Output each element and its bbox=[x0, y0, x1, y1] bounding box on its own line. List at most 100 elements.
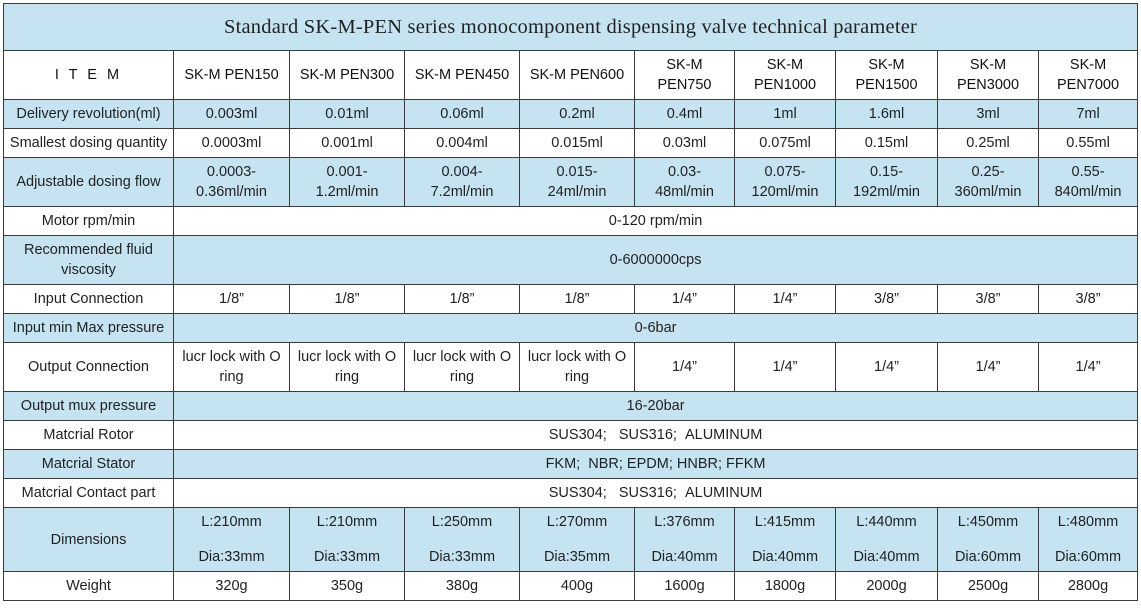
cell-text-line: SUS304; SUS316; ALUMINUM bbox=[548, 485, 763, 501]
cell-text-line: 380g bbox=[445, 578, 479, 594]
value-cell: 1/4” bbox=[734, 342, 836, 392]
line-gap bbox=[940, 532, 1036, 547]
value-cell: 0.2ml bbox=[519, 99, 635, 129]
cell-text-line: L:450mm bbox=[957, 514, 1019, 530]
cell-text-line: Dia:33mm bbox=[428, 549, 496, 565]
value-cell: 0.25ml bbox=[937, 128, 1039, 158]
row-label: Input min Max pressure bbox=[3, 313, 174, 343]
cell-text-line: 3/8” bbox=[874, 291, 899, 307]
table-row: Recommended fluid viscosity 0-6000000cps bbox=[3, 235, 1139, 285]
cell-text-line: 0.001- bbox=[326, 164, 368, 180]
value-cell: 0.075ml bbox=[734, 128, 836, 158]
cell-text-line: 0.36ml/min bbox=[196, 184, 267, 200]
cell-text-line: SK-M bbox=[969, 57, 1007, 73]
value-cell: L:250mm Dia:33mm bbox=[404, 507, 520, 572]
value-cell: 1/8” bbox=[173, 284, 290, 314]
cell-text-line: lucr lock with O bbox=[182, 349, 281, 365]
cell-text-line: 0.004ml bbox=[436, 135, 488, 151]
cell-text-line: 1.6ml bbox=[868, 106, 905, 122]
spanning-value-cell: 16-20bar bbox=[172, 391, 1139, 421]
cell-text-line: 2800g bbox=[1067, 578, 1109, 594]
cell-text-line: 1/4” bbox=[772, 291, 798, 307]
row-label: Weight bbox=[3, 571, 174, 601]
table-row: Matcrial Rotor SUS304; SUS316; ALUMINUM bbox=[3, 420, 1139, 450]
table-row: Smallest dosing quantity 0.0003ml 0.001ml 0… bbox=[3, 128, 1139, 158]
cell-text-line: 1ml bbox=[773, 106, 797, 122]
value-cell: lucr lock with O ring bbox=[173, 342, 290, 392]
cell-text-line: 1800g bbox=[764, 578, 806, 594]
cell-text-line: 320g bbox=[215, 578, 248, 594]
value-cell: 1/4” bbox=[937, 342, 1039, 392]
cell-text-line: 0.15ml bbox=[864, 135, 909, 151]
cell-text-line: 3/8” bbox=[1075, 291, 1101, 307]
value-cell: 0.0003ml bbox=[173, 128, 290, 158]
cell-text-line: 1/8” bbox=[219, 291, 244, 307]
cell-text-line: L:480mm bbox=[1057, 514, 1119, 530]
value-cell: L:480mm Dia:60mm bbox=[1037, 507, 1139, 572]
value-cell: 1600g bbox=[634, 571, 735, 601]
spanning-value-cell: FKM; NBR; EPDM; HNBR; FFKM bbox=[172, 449, 1139, 479]
cell-text-line: 2500g bbox=[967, 578, 1009, 594]
value-cell: 0.15- 192ml/min bbox=[835, 157, 938, 207]
model-column-header: SK-M PEN150 bbox=[173, 50, 290, 100]
spanning-value-cell: 0-6bar bbox=[172, 313, 1139, 343]
cell-text-line: 3/8” bbox=[975, 291, 1001, 307]
item-column-header: I T E M bbox=[3, 50, 174, 100]
cell-text-line: 1/4” bbox=[772, 359, 798, 375]
value-cell: 0.55ml bbox=[1037, 128, 1139, 158]
cell-text-line: 0.003ml bbox=[205, 106, 258, 122]
value-cell: 0.001ml bbox=[289, 128, 405, 158]
value-cell: 0.004- 7.2ml/min bbox=[404, 157, 520, 207]
value-cell: 1/4” bbox=[634, 342, 735, 392]
value-cell: 3/8” bbox=[835, 284, 938, 314]
cell-text-line: 0.55ml bbox=[1066, 135, 1110, 151]
cell-text-line: 360ml/min bbox=[954, 184, 1022, 200]
model-column-header: SK-M PEN1000 bbox=[734, 50, 836, 100]
cell-text-line: 2000g bbox=[866, 578, 907, 594]
value-cell: L:440mm Dia:40mm bbox=[835, 507, 938, 572]
cell-text-line: 192ml/min bbox=[853, 184, 920, 200]
cell-text-line: 1/8” bbox=[564, 291, 590, 307]
value-cell: lucr lock with O ring bbox=[404, 342, 520, 392]
cell-text-line: SK-M PEN300 bbox=[299, 67, 395, 83]
line-gap bbox=[637, 532, 732, 547]
value-cell: 0.03- 48ml/min bbox=[634, 157, 735, 207]
row-label: Adjustable dosing flow bbox=[3, 157, 174, 207]
cell-text-line: L:415mm bbox=[754, 514, 816, 530]
value-cell: 0.004ml bbox=[404, 128, 520, 158]
cell-text-line: Dia:35mm bbox=[543, 549, 611, 565]
cell-text-line: 1/4” bbox=[1075, 359, 1101, 375]
line-gap bbox=[522, 532, 632, 547]
value-cell: 0.003ml bbox=[173, 99, 290, 129]
row-label: Input Connection bbox=[3, 284, 174, 314]
cell-text-line: 3ml bbox=[976, 106, 1000, 122]
header-row: I T E M SK-M PEN150 SK-M PEN300 SK-M PEN45… bbox=[3, 50, 1139, 100]
value-cell: 1ml bbox=[734, 99, 836, 129]
value-cell: 0.25- 360ml/min bbox=[937, 157, 1039, 207]
cell-text-line: Dia:40mm bbox=[651, 549, 718, 565]
row-label: Output mux pressure bbox=[3, 391, 174, 421]
value-cell: lucr lock with O ring bbox=[519, 342, 635, 392]
cell-text-line: SUS304; SUS316; ALUMINUM bbox=[548, 427, 763, 443]
value-cell: 1.6ml bbox=[835, 99, 938, 129]
row-label: Output Connection bbox=[3, 342, 174, 392]
spanning-value-cell: SUS304; SUS316; ALUMINUM bbox=[172, 478, 1139, 508]
spanning-value-cell: 0-120 rpm/min bbox=[172, 206, 1139, 236]
value-cell: 2500g bbox=[937, 571, 1039, 601]
cell-text-line: SK-M bbox=[666, 57, 703, 73]
value-cell: 3ml bbox=[937, 99, 1039, 129]
cell-text-line: 0.03- bbox=[667, 164, 702, 180]
cell-text-line: Dia:40mm bbox=[853, 549, 920, 565]
cell-text-line: L:440mm bbox=[856, 514, 917, 530]
cell-text-line: Dia:33mm bbox=[198, 549, 265, 565]
cell-text-line: L:210mm bbox=[201, 514, 262, 530]
cell-text-line: 0.25- bbox=[971, 164, 1005, 180]
cell-text-line: 0.25ml bbox=[966, 135, 1010, 151]
cell-text-line: 1/8” bbox=[449, 291, 475, 307]
value-cell: 1/4” bbox=[634, 284, 735, 314]
cell-text-line: Dia:33mm bbox=[313, 549, 381, 565]
value-cell: L:376mm Dia:40mm bbox=[634, 507, 735, 572]
value-cell: 1/8” bbox=[289, 284, 405, 314]
cell-text-line: 0.15- bbox=[869, 164, 904, 180]
